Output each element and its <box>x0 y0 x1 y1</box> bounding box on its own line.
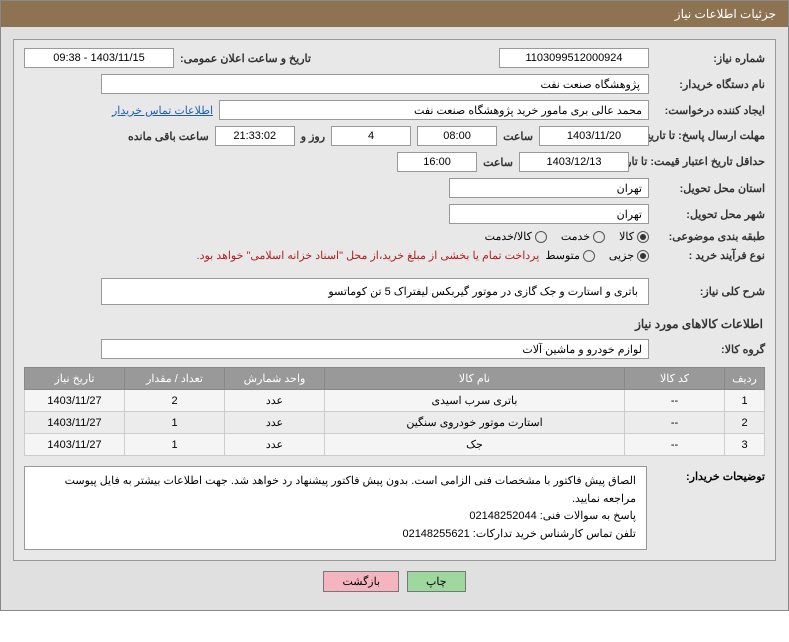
category-label: طبقه بندی موضوعی: <box>655 230 765 243</box>
radio-medium[interactable]: متوسط <box>545 249 595 262</box>
hour-label-2: ساعت <box>483 156 513 169</box>
price-valid-date: 1403/12/13 <box>519 152 629 172</box>
page-title: جزئیات اطلاعات نیاز <box>675 7 776 21</box>
announce-value: 1403/11/15 - 09:38 <box>24 48 174 68</box>
table-header: کد کالا <box>625 368 725 390</box>
table-header: تاریخ نیاز <box>25 368 125 390</box>
radio-small[interactable]: جزیی <box>609 249 649 262</box>
radio-goods[interactable]: کالا <box>619 230 649 243</box>
province-label: استان محل تحویل: <box>655 182 765 195</box>
need-no-value: 1103099512000924 <box>499 48 649 68</box>
group-value: لوازم خودرو و ماشین آلات <box>101 339 649 359</box>
radio-service[interactable]: خدمت <box>561 230 605 243</box>
price-valid-label: حداقل تاریخ اعتبار قیمت: تا تاریخ: <box>635 155 765 169</box>
price-valid-time: 16:00 <box>397 152 477 172</box>
buyer-org-label: نام دستگاه خریدار: <box>655 78 765 91</box>
reply-date: 1403/11/20 <box>539 126 649 146</box>
remain-time: 21:33:02 <box>215 126 295 146</box>
table-header: نام کالا <box>325 368 625 390</box>
table-row: 1--باتری سرب اسیدیعدد21403/11/27 <box>25 390 765 412</box>
contact-link[interactable]: اطلاعات تماس خریدار <box>112 104 213 117</box>
purchase-type-label: نوع فرآیند خرید : <box>655 249 765 262</box>
days-and-label: روز و <box>301 130 325 143</box>
hour-label-1: ساعت <box>503 130 533 143</box>
province-value: تهران <box>449 178 649 198</box>
page-header: جزئیات اطلاعات نیاز <box>1 1 788 27</box>
requester-label: ایجاد کننده درخواست: <box>655 104 765 117</box>
purchase-type-group: جزیی متوسط <box>545 249 649 262</box>
summary-box: باتری و استارت و جک گازی در موتور گیربکس… <box>101 278 649 305</box>
category-radio-group: کالا خدمت کالا/خدمت <box>485 230 649 243</box>
table-header: تعداد / مقدار <box>125 368 225 390</box>
reply-deadline-label: مهلت ارسال پاسخ: تا تاریخ: <box>655 129 765 143</box>
table-row: 3--جکعدد11403/11/27 <box>25 434 765 456</box>
table-header: ردیف <box>725 368 765 390</box>
table-row: 2--استارت موتور خودروی سنگینعدد11403/11/… <box>25 412 765 434</box>
goods-section-title: اطلاعات کالاهای مورد نیاز <box>26 317 763 331</box>
buyer-notes-label: توضیحات خریدار: <box>655 466 765 550</box>
summary-label: شرح کلی نیاز: <box>655 285 765 298</box>
table-header: واحد شمارش <box>225 368 325 390</box>
need-no-label: شماره نیاز: <box>655 52 765 65</box>
print-button[interactable]: چاپ <box>407 571 466 592</box>
city-label: شهر محل تحویل: <box>655 208 765 221</box>
group-label: گروه کالا: <box>655 343 765 356</box>
city-value: تهران <box>449 204 649 224</box>
days-count: 4 <box>331 126 411 146</box>
buyer-org-value: پژوهشگاه صنعت نفت <box>101 74 649 94</box>
requester-value: محمد عالی بری مامور خرید پژوهشگاه صنعت ن… <box>219 100 649 120</box>
radio-both[interactable]: کالا/خدمت <box>485 230 547 243</box>
buyer-notes-box: الصاق پیش فاکتور با مشخصات فنی الزامی اس… <box>24 466 647 550</box>
goods-table: ردیفکد کالانام کالاواحد شمارشتعداد / مقد… <box>24 367 765 456</box>
reply-time: 08:00 <box>417 126 497 146</box>
purchase-note: پرداخت تمام یا بخشی از مبلغ خرید،از محل … <box>197 249 540 262</box>
back-button[interactable]: بازگشت <box>323 571 399 592</box>
remain-label: ساعت باقی مانده <box>128 130 209 143</box>
announce-label: تاریخ و ساعت اعلان عمومی: <box>180 52 311 65</box>
